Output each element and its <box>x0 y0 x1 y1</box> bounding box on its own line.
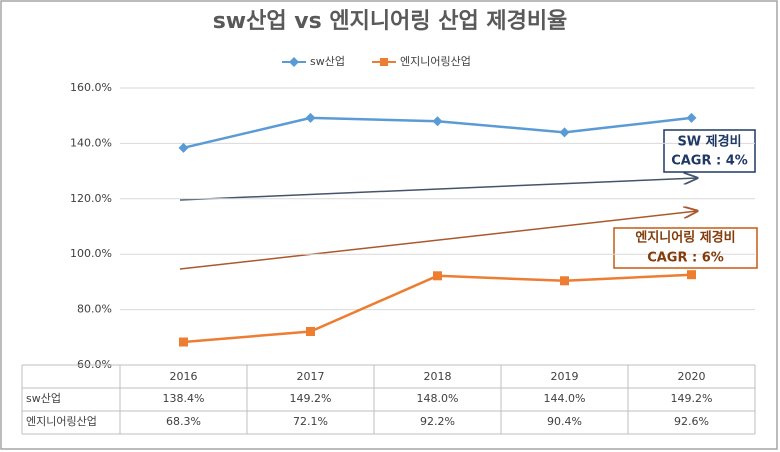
x-tick-label: 2016 <box>170 370 198 383</box>
annotation-text: CAGR : 6% <box>647 251 724 266</box>
annotation-text: 엔지니어링 제경비 <box>635 230 735 246</box>
y-tick-label: 100.0% <box>70 247 112 260</box>
x-tick-label: 2020 <box>678 370 706 383</box>
table-row-header: sw산업 <box>26 392 61 405</box>
annotation-box <box>663 129 756 173</box>
table-cell: 92.6% <box>674 415 709 428</box>
trend-arrow <box>179 178 697 201</box>
annotation-box <box>613 227 758 269</box>
y-tick-label: 80.0% <box>77 303 112 316</box>
table-cell: 148.0% <box>417 392 459 405</box>
y-tick-label: 140.0% <box>70 136 112 149</box>
x-tick-label: 2019 <box>551 370 579 383</box>
data-point <box>433 271 442 281</box>
data-point <box>305 112 316 123</box>
y-tick-label: 160.0% <box>70 81 112 94</box>
legend-label: sw산업 <box>310 55 345 68</box>
data-point <box>687 270 696 280</box>
legend-label: 엔지니어링산업 <box>400 55 471 68</box>
data-point <box>560 276 569 286</box>
trend-arrow <box>179 211 697 270</box>
x-tick-label: 2018 <box>424 370 452 383</box>
y-tick-label: 120.0% <box>70 192 112 205</box>
table-cell: 144.0% <box>544 392 586 405</box>
x-tick-label: 2017 <box>297 370 325 383</box>
data-point <box>306 326 315 336</box>
annotation-text: SW 제경비 <box>677 134 741 150</box>
table-cell: 72.1% <box>293 415 328 428</box>
table-cell: 90.4% <box>547 415 582 428</box>
data-point <box>179 337 188 347</box>
table-cell: 138.4% <box>163 392 205 405</box>
data-point <box>686 112 697 123</box>
data-point <box>432 116 443 127</box>
legend-marker <box>289 57 299 67</box>
legend-marker <box>380 58 388 66</box>
table-cell: 68.3% <box>166 415 201 428</box>
annotation-text: CAGR : 4% <box>671 154 748 169</box>
table-row-header: 엔지니어링산업 <box>26 415 97 428</box>
data-point <box>559 127 570 138</box>
chart-title: sw산업 vs 엔지니어링 산업 제경비율 <box>213 9 568 34</box>
data-point <box>178 142 189 153</box>
table-cell: 92.2% <box>420 415 455 428</box>
table-cell: 149.2% <box>671 392 713 405</box>
table-cell: 149.2% <box>290 392 332 405</box>
